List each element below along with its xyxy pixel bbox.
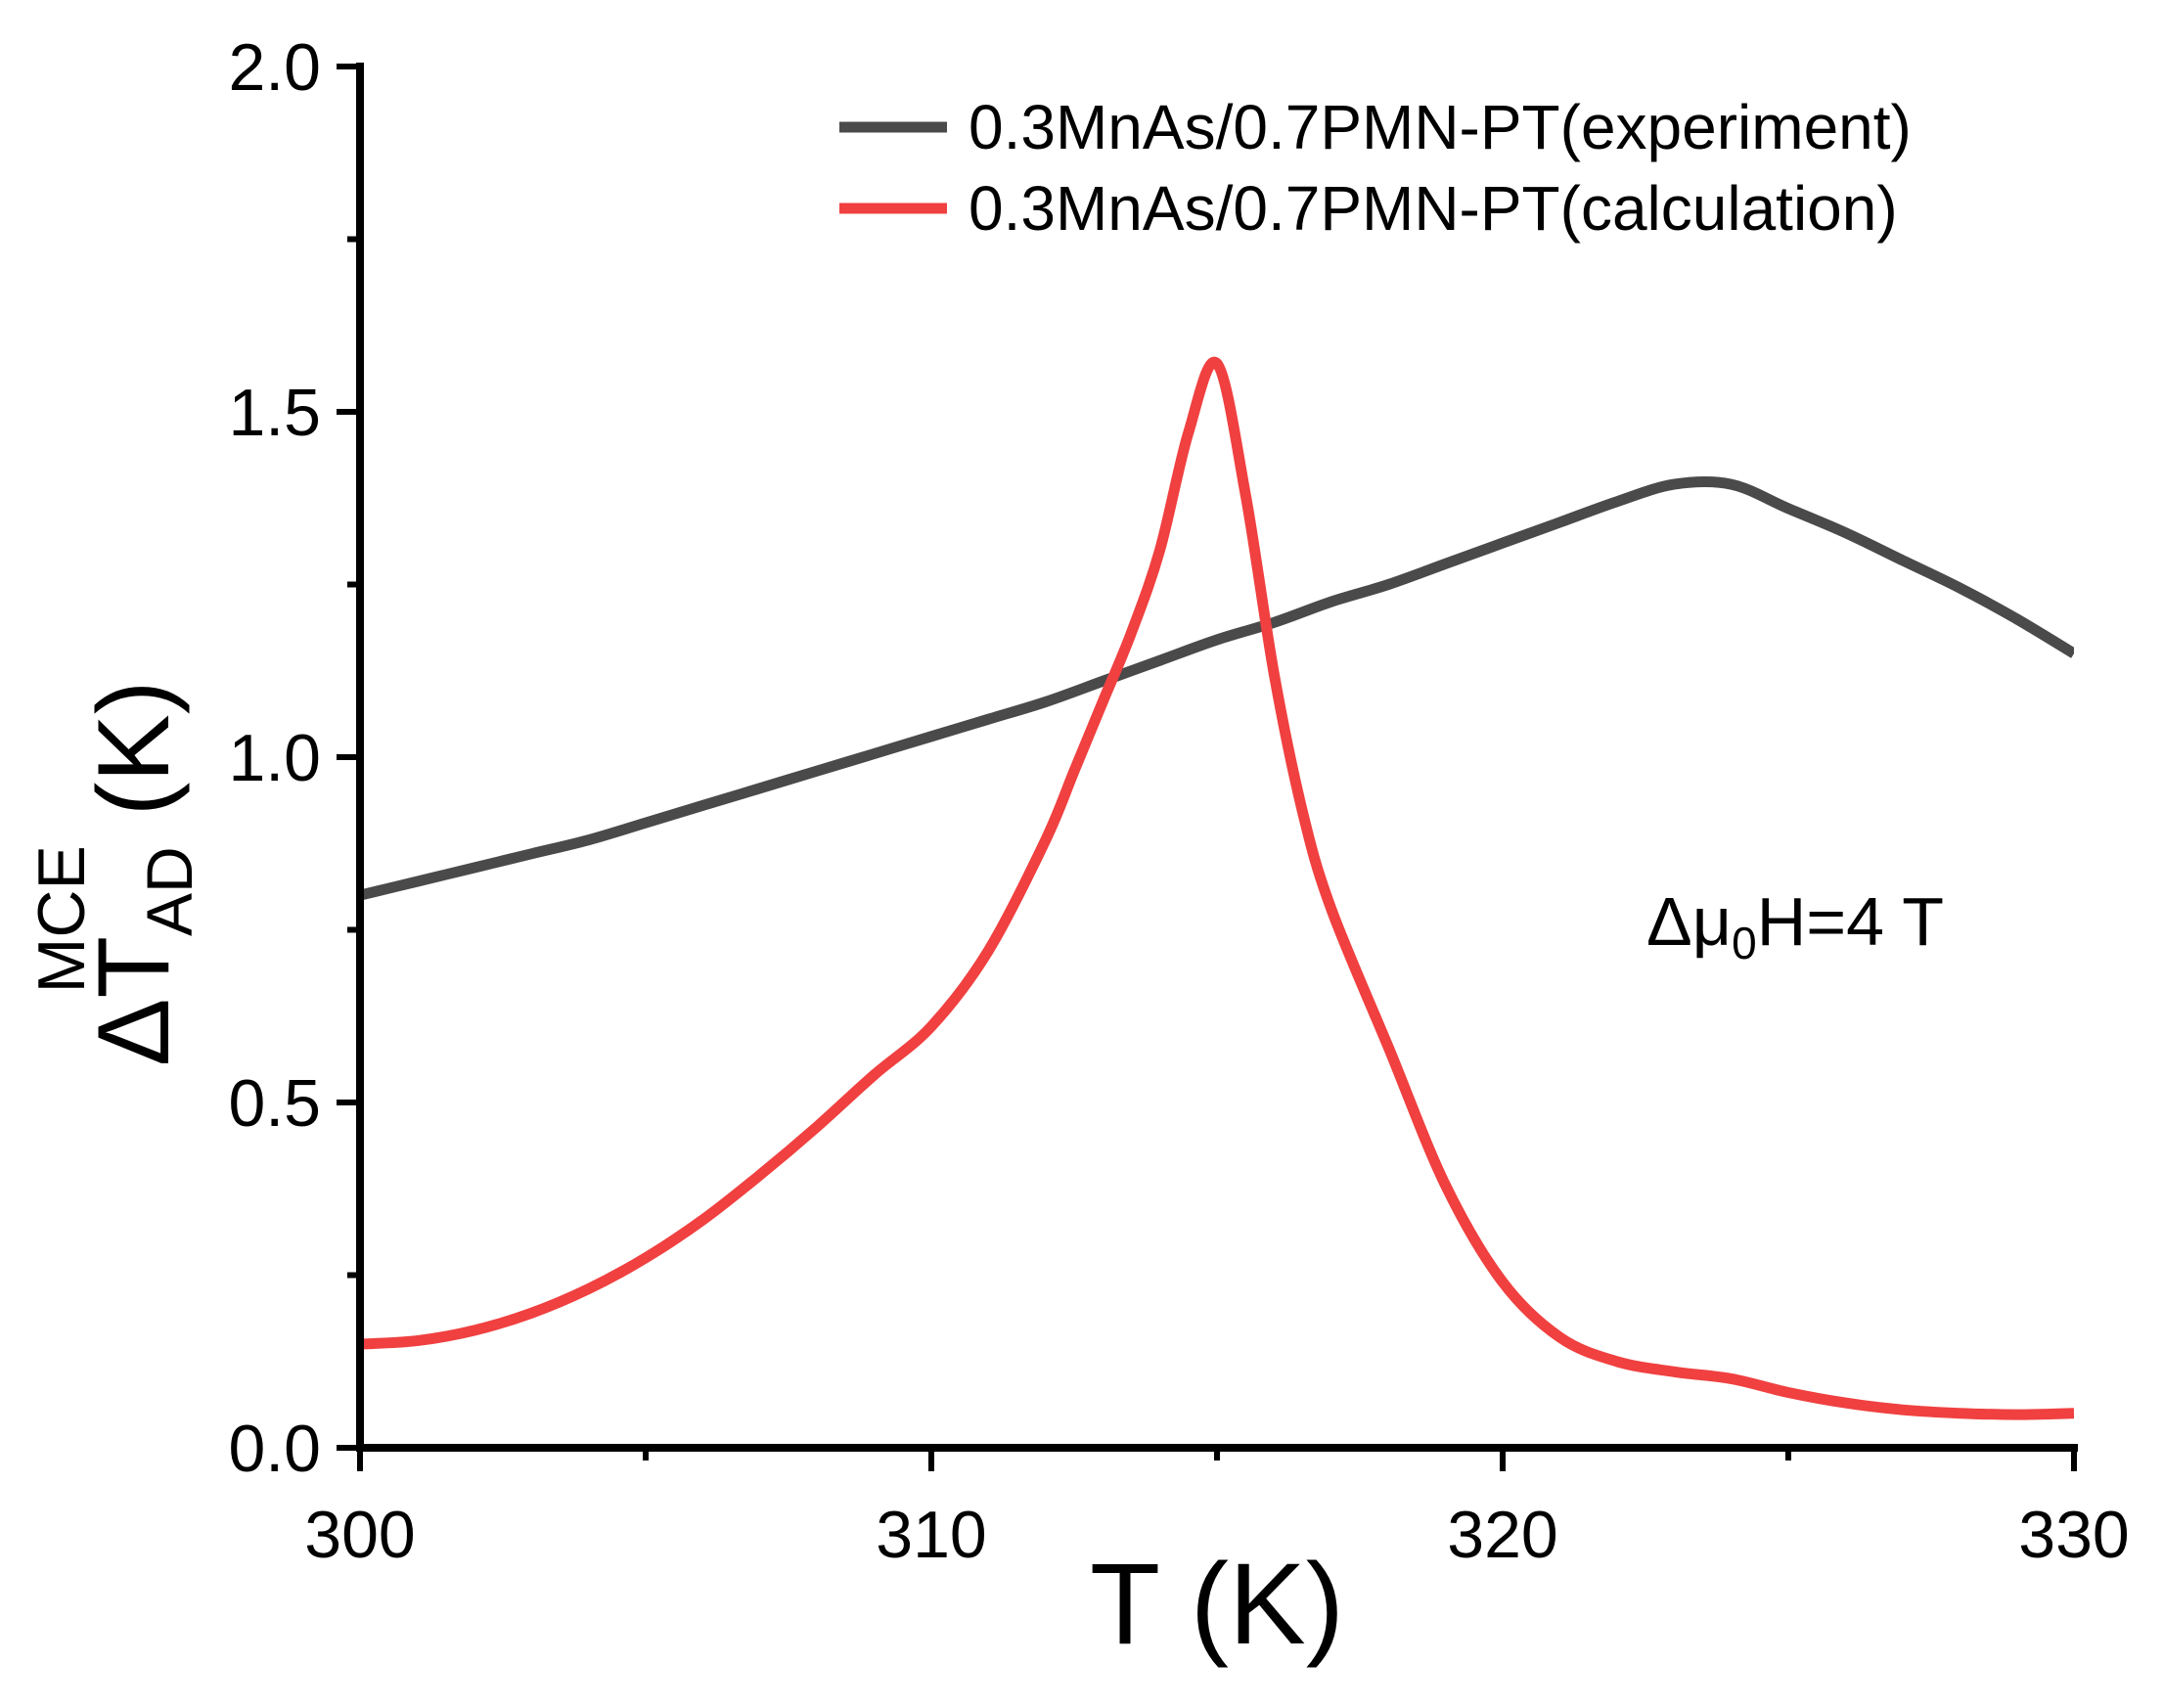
y-tick-label: 2.0 [228,30,321,105]
labels-layer: 300 310 320 330 0.0 0.5 1.0 1.5 2.0 T (K) ΔTAD MCE (… [24,30,2130,1669]
field-annotation: Δμ0H=4 T [1646,883,1944,968]
x-axis-label: T (K) [1090,1540,1344,1669]
y-tick-label: 1.5 [228,376,321,450]
annotation-subscript: 0 [1732,918,1757,968]
y-axis-label-superscript: MCE [24,845,99,993]
y-axis-label-unit: (K) [77,681,191,817]
y-axis-label-subscript: AD [133,846,205,936]
y-axis-label-symbol: ΔT [77,936,191,1066]
y-axis-label: ΔTAD MCE (K) [24,681,205,1066]
annotation-prefix: Δμ [1646,883,1732,960]
legend-label-experiment: 0.3MnAs/0.7PMN-PT(experiment) [969,92,1912,162]
x-tick-label: 310 [876,1498,986,1572]
legend-label-calculation: 0.3MnAs/0.7PMN-PT(calculation) [969,173,1898,244]
x-tick-label: 330 [2018,1498,2129,1572]
y-tick-label: 1.0 [228,721,321,795]
legend: 0.3MnAs/0.7PMN-PT(experiment) 0.3MnAs/0.7… [839,92,1912,244]
y-tick-label: 0.0 [228,1412,321,1486]
x-tick-label: 300 [304,1498,415,1572]
x-tick-label: 320 [1447,1498,1557,1572]
series-line-experiment [360,475,2074,901]
axes-layer [337,63,2078,1471]
y-tick-label: 0.5 [228,1066,321,1141]
series-layer [360,356,2074,1420]
annotation-suffix: H=4 T [1757,883,1944,960]
series-line-calculation [360,356,2074,1420]
